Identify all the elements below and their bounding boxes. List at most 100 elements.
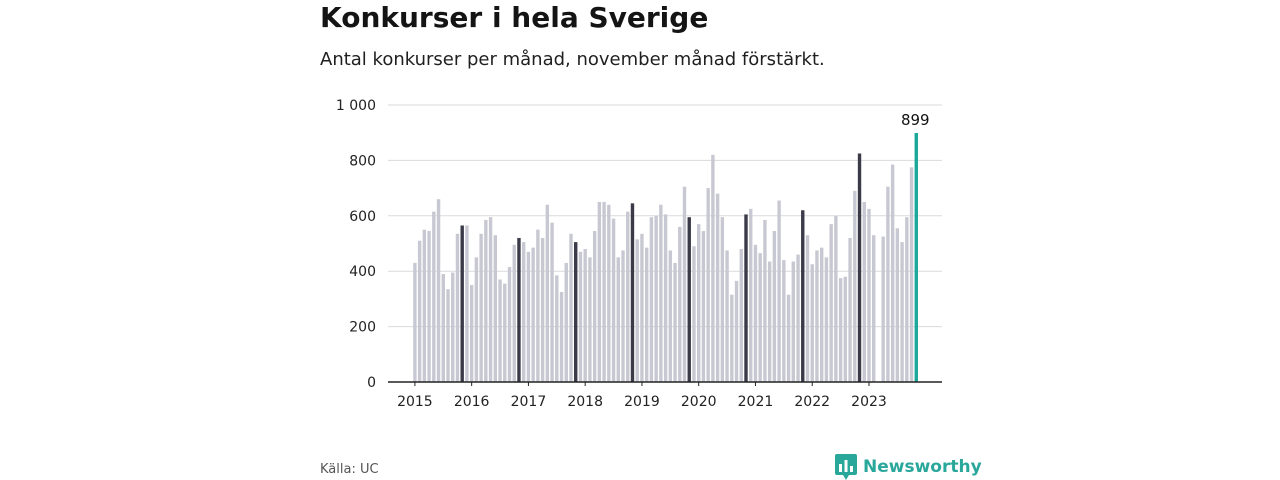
bar xyxy=(635,239,639,382)
bar xyxy=(810,264,814,382)
bar xyxy=(739,249,743,382)
bar xyxy=(578,251,583,382)
brand-name: Newsworthy xyxy=(863,457,982,477)
bar xyxy=(555,275,559,382)
bar-november xyxy=(630,203,635,382)
bar xyxy=(796,254,800,382)
bar xyxy=(895,228,900,382)
x-tick-label: 2016 xyxy=(454,394,490,410)
bar xyxy=(819,247,824,382)
chart-subtitle: Antal konkurser per månad, november måna… xyxy=(320,49,825,70)
bar xyxy=(588,257,592,382)
x-tick-label: 2018 xyxy=(567,394,603,410)
bar xyxy=(725,250,729,382)
bar xyxy=(886,186,890,382)
bar xyxy=(900,242,904,382)
bar xyxy=(592,231,597,382)
bar xyxy=(730,294,734,382)
bar xyxy=(659,204,663,382)
bar xyxy=(488,217,493,382)
data-label-latest: 899 xyxy=(901,111,930,129)
y-tick-label: 1 000 xyxy=(336,98,376,114)
bar-november xyxy=(517,237,521,382)
bar xyxy=(720,217,725,382)
bar xyxy=(507,267,512,382)
bar xyxy=(649,217,654,382)
bar xyxy=(512,244,516,382)
bar xyxy=(701,231,706,382)
bar xyxy=(479,233,483,382)
bar xyxy=(706,188,710,382)
bar xyxy=(872,235,876,382)
x-tick-label: 2019 xyxy=(624,394,660,410)
bar xyxy=(711,154,715,382)
bar xyxy=(782,260,786,382)
bar xyxy=(834,215,838,382)
bar xyxy=(521,242,526,382)
bar xyxy=(451,272,455,382)
bar xyxy=(597,201,602,382)
bar xyxy=(838,278,843,383)
x-tick-label: 2021 xyxy=(738,394,774,410)
bar xyxy=(909,167,914,382)
bar xyxy=(734,280,739,382)
bar xyxy=(753,244,758,382)
bar xyxy=(432,211,436,382)
y-tick-label: 400 xyxy=(349,264,376,280)
bar xyxy=(772,231,777,382)
bar xyxy=(805,235,810,382)
y-tick-label: 200 xyxy=(349,320,376,336)
bar xyxy=(417,240,422,382)
bar xyxy=(564,262,568,382)
bar xyxy=(663,214,668,382)
bar xyxy=(786,294,791,382)
bar xyxy=(654,215,658,382)
bar xyxy=(569,233,573,382)
bar xyxy=(678,226,682,382)
y-tick-label: 0 xyxy=(367,375,376,391)
bar xyxy=(446,289,450,382)
bar xyxy=(758,253,762,382)
x-tick-label: 2022 xyxy=(794,394,830,410)
bar xyxy=(763,219,767,382)
bar-november xyxy=(460,225,464,382)
bar-november xyxy=(801,210,805,382)
bar xyxy=(422,229,427,382)
bar-november xyxy=(857,153,862,382)
bar xyxy=(890,164,895,382)
bar-chart-speech-bubble-icon xyxy=(835,454,857,480)
bar xyxy=(668,250,673,382)
y-tick-label: 600 xyxy=(349,209,376,225)
bar xyxy=(867,208,871,383)
bar xyxy=(881,236,885,382)
bar xyxy=(484,219,488,382)
bar xyxy=(697,224,701,382)
bar xyxy=(602,201,606,382)
bar-november xyxy=(744,214,748,382)
bar xyxy=(536,229,540,382)
bar xyxy=(749,208,753,383)
bar xyxy=(853,190,857,382)
bar xyxy=(474,257,479,382)
bar xyxy=(848,237,852,382)
x-tick-label: 2015 xyxy=(397,394,433,410)
bar xyxy=(545,204,550,382)
bar-november xyxy=(574,242,578,382)
bar xyxy=(824,257,829,382)
bar xyxy=(469,285,474,382)
bar xyxy=(862,201,866,382)
bar xyxy=(767,261,772,382)
bar xyxy=(692,246,696,382)
bar xyxy=(493,235,498,382)
bar xyxy=(616,257,620,382)
bar xyxy=(673,262,677,382)
bar xyxy=(413,262,417,382)
bar xyxy=(559,291,564,382)
bar xyxy=(503,283,507,382)
bar xyxy=(540,237,545,382)
bar xyxy=(815,250,819,382)
x-tick-label: 2017 xyxy=(511,394,547,410)
source-note: Källa: UC xyxy=(320,462,379,477)
bar xyxy=(715,193,720,382)
